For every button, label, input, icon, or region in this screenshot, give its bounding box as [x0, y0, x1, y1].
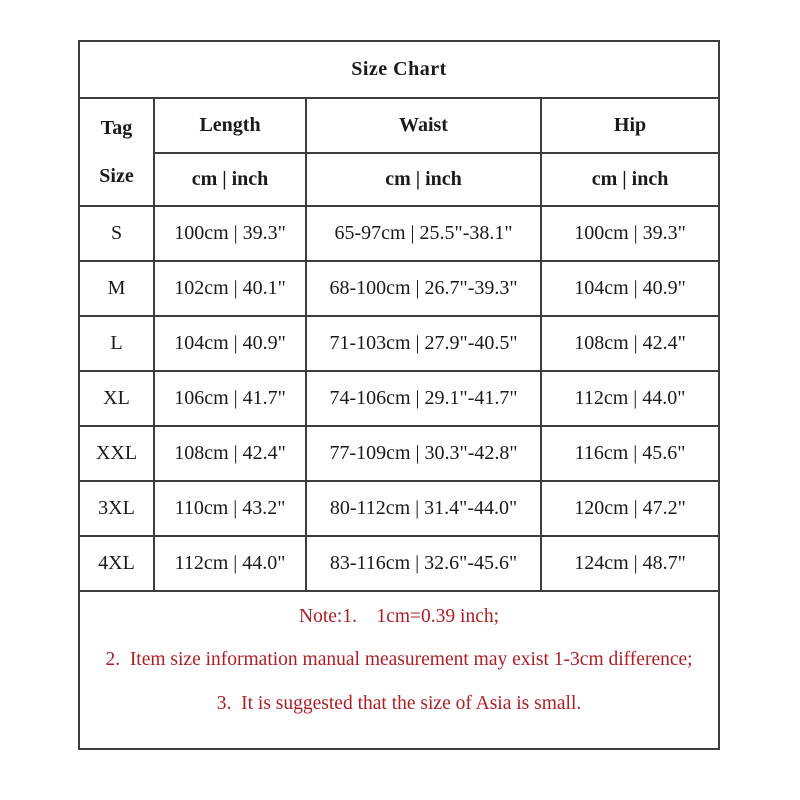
note-line-2: 2. Item size information manual measurem… [105, 649, 693, 671]
length-cell: 102cm | 40.1" [153, 260, 307, 317]
header-cell-hip: Hip [539, 97, 721, 154]
tag-size-cell: S [78, 205, 155, 262]
note-line-1: Note:1. 1cm=0.39 inch; [299, 605, 500, 627]
header-cell-tag-size: Tag Size [78, 97, 155, 207]
notes-row: Note:1. 1cm=0.39 inch; 2. Item size info… [77, 590, 721, 750]
size-chart-table: Size Chart Tag Size Length Waist Hip cm … [77, 40, 721, 750]
waist-cell: 74-106cm | 29.1"-41.7" [305, 370, 542, 427]
waist-cell: 80-112cm | 31.4"-44.0" [305, 480, 542, 537]
header-cell-length: Length [153, 97, 307, 154]
tag-size-cell: 3XL [78, 480, 155, 537]
tag-size-cell: XL [78, 370, 155, 427]
length-cell: 108cm | 42.4" [153, 425, 307, 482]
note-line-3: 3. It is suggested that the size of Asia… [216, 692, 582, 714]
waist-cell: 71-103cm | 27.9"-40.5" [305, 315, 542, 372]
waist-cell: 65-97cm | 25.5"-38.1" [305, 205, 542, 262]
length-cell: 110cm | 43.2" [153, 480, 307, 537]
hip-cell: 108cm | 42.4" [539, 315, 721, 372]
length-cell: 106cm | 41.7" [153, 370, 307, 427]
hip-cell: 116cm | 45.6" [539, 425, 721, 482]
waist-cell: 77-109cm | 30.3"-42.8" [305, 425, 542, 482]
header-row: Tag Size Length Waist Hip [78, 97, 721, 207]
length-cell: 100cm | 39.3" [153, 205, 307, 262]
header-cell-waist: Waist [305, 97, 542, 154]
length-cell: 104cm | 40.9" [153, 315, 307, 372]
unit-cell-hip: cm | inch [539, 152, 721, 207]
table-row-l: L 104cm | 40.9" 71-103cm | 27.9"-40.5" 1… [78, 315, 721, 372]
hip-cell: 112cm | 44.0" [539, 370, 721, 427]
length-cell: 112cm | 44.0" [153, 535, 307, 592]
unit-row: cm | inch cm | inch cm | inch [79, 152, 721, 207]
hip-cell: 100cm | 39.3" [539, 205, 721, 262]
table-row-xxl: XXL 108cm | 42.4" 77-109cm | 30.3"-42.8"… [78, 425, 721, 482]
page-title: Size Chart [77, 40, 721, 99]
tag-size-label-line1: Tag [100, 117, 133, 139]
title-row: Size Chart [77, 40, 721, 99]
tag-size-cell: XXL [78, 425, 155, 482]
unit-cell-length: cm | inch [153, 152, 307, 207]
table-row-s: S 100cm | 39.3" 65-97cm | 25.5"-38.1" 10… [78, 205, 721, 262]
tag-size-cell: L [78, 315, 155, 372]
waist-cell: 83-116cm | 32.6"-45.6" [305, 535, 542, 592]
tag-size-cell: M [78, 260, 155, 317]
tag-size-label-line2: Size [99, 165, 134, 187]
notes-section: Note:1. 1cm=0.39 inch; 2. Item size info… [77, 590, 721, 750]
table-row-4xl: 4XL 112cm | 44.0" 83-116cm | 32.6"-45.6"… [78, 535, 721, 592]
table-row-3xl: 3XL 110cm | 43.2" 80-112cm | 31.4"-44.0"… [78, 480, 721, 537]
table-row-xl: XL 106cm | 41.7" 74-106cm | 29.1"-41.7" … [78, 370, 721, 427]
tag-size-cell: 4XL [78, 535, 155, 592]
waist-cell: 68-100cm | 26.7"-39.3" [305, 260, 542, 317]
unit-cell-waist: cm | inch [305, 152, 542, 207]
hip-cell: 124cm | 48.7" [539, 535, 721, 592]
hip-cell: 120cm | 47.2" [539, 480, 721, 537]
hip-cell: 104cm | 40.9" [539, 260, 721, 317]
table-row-m: M 102cm | 40.1" 68-100cm | 26.7"-39.3" 1… [78, 260, 721, 317]
